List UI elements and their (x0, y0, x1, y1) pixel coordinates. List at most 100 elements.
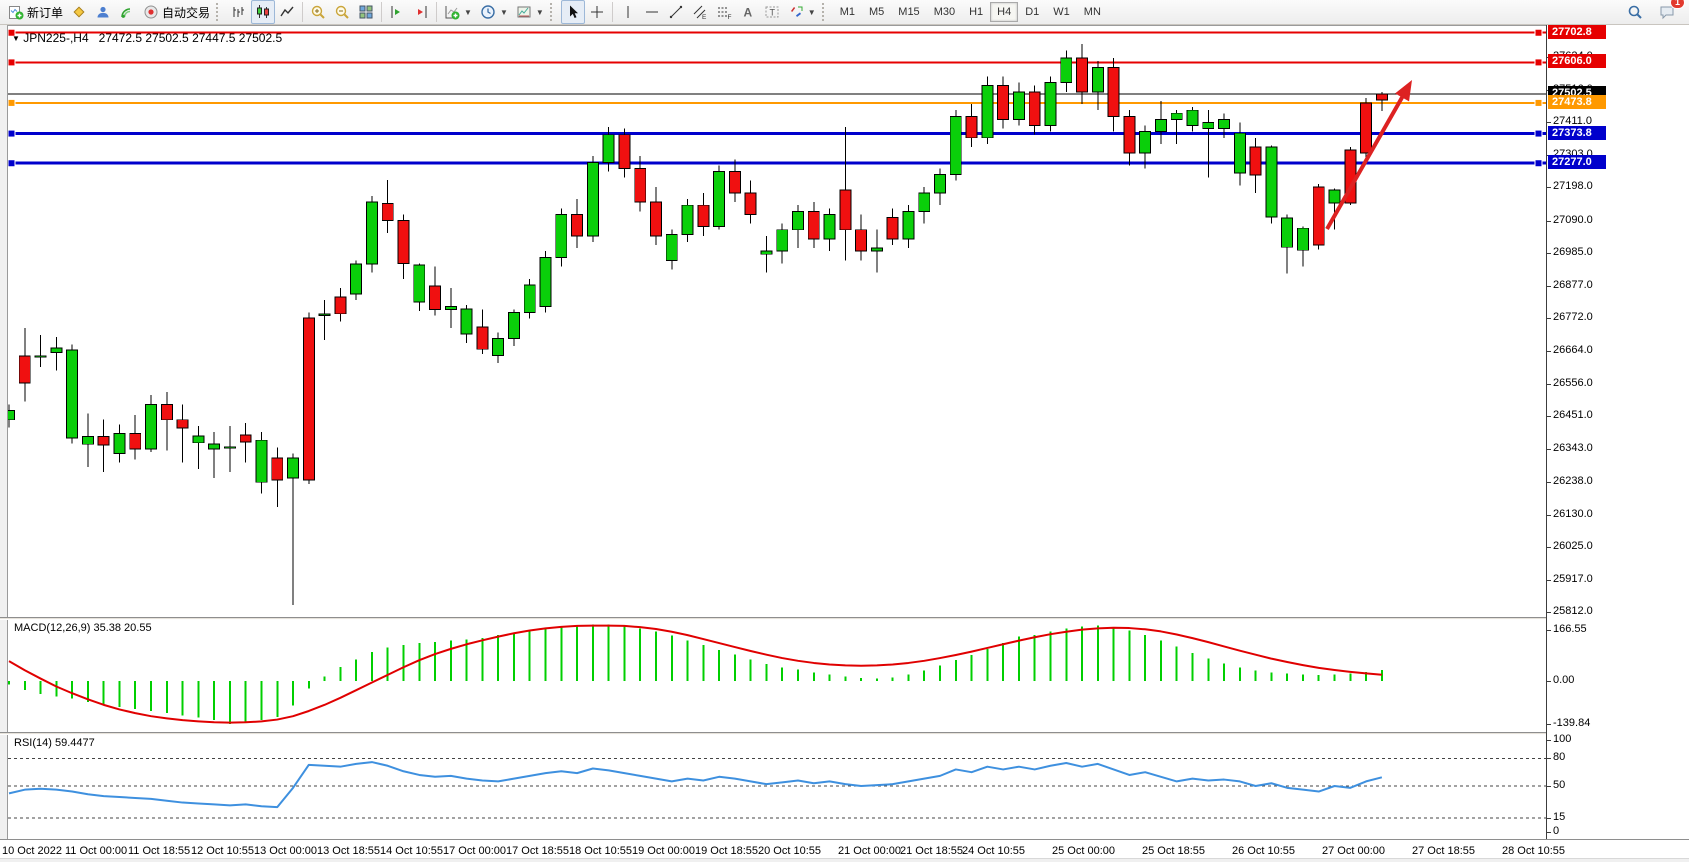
label-button[interactable]: T (760, 0, 784, 24)
pane-separator[interactable] (0, 732, 1689, 735)
candle-30 (476, 309, 489, 354)
period-button[interactable]: ▼ (476, 0, 512, 24)
label-icon: T (764, 4, 780, 20)
timeframe-mn-button[interactable]: MN (1083, 6, 1101, 18)
new-order-icon (8, 4, 24, 20)
timeframe-w1-button[interactable]: W1 (1053, 6, 1070, 18)
candle-31 (492, 332, 505, 364)
candle-62 (981, 76, 994, 144)
bar-chart-button[interactable] (227, 0, 251, 24)
auto-scroll-button[interactable] (409, 0, 433, 24)
template-button[interactable]: ▼ (512, 0, 548, 24)
channel-button[interactable]: E (688, 0, 712, 24)
chevron-down-icon[interactable]: ▼ (535, 7, 544, 17)
candle-70 (1107, 58, 1120, 132)
price-badge-27277.0: 27277.0 (1548, 155, 1606, 170)
line-handle[interactable] (8, 129, 16, 138)
toolbar-separator (381, 2, 383, 22)
line-chart-button[interactable] (275, 0, 299, 24)
add-indicator-icon (444, 4, 460, 20)
period-icon (480, 4, 496, 20)
toolbar: 新订单 自动交易 ▼ ▼ ▼ E F A T ▼ M1 M5 M15 M30 H1 H4 D1 W1 MN 1 (0, 0, 1689, 25)
signals-button[interactable] (115, 0, 139, 24)
timeframe-m1-button[interactable]: M1 (839, 6, 855, 18)
cursor-button[interactable] (560, 0, 585, 24)
trendline-icon (668, 4, 684, 20)
price-axis[interactable]: 27624.027516.027411.027303.027198.027090… (1546, 24, 1689, 839)
autotrading-button[interactable]: 自动交易 (139, 0, 214, 24)
macd-tick: 0.00 (1553, 674, 1575, 686)
profiles-button[interactable] (67, 0, 91, 24)
zoom-out-button[interactable] (330, 0, 354, 24)
arrows-button[interactable]: ▼ (784, 0, 820, 24)
tick-mark (1547, 481, 1551, 483)
horizontal-line-button[interactable] (640, 0, 664, 24)
trend-arrow[interactable] (1325, 92, 1406, 230)
timeframe-h4-button[interactable]: H4 (990, 2, 1019, 22)
candle-66 (1044, 76, 1057, 132)
candle-79 (1249, 137, 1262, 193)
vertical-line-button[interactable] (616, 0, 640, 24)
rsi-pane[interactable] (8, 735, 1546, 839)
toolbar-separator (436, 2, 438, 22)
tile-windows-button[interactable] (354, 0, 378, 24)
chevron-down-icon[interactable]: ▼ (499, 7, 508, 17)
candlestick-chart-button[interactable] (251, 0, 276, 24)
chart-menu-icon[interactable]: ▼ (12, 34, 20, 43)
timeframe-m5-button[interactable]: M5 (869, 6, 885, 18)
trend-arrow-head[interactable] (1395, 80, 1412, 102)
macd-tick: -139.84 (1553, 716, 1591, 729)
line-handle[interactable] (1534, 159, 1543, 168)
tick-mark (1547, 630, 1551, 632)
macd-pane[interactable] (8, 620, 1546, 732)
fibonacci-icon: F (716, 4, 732, 20)
candle-78 (1233, 122, 1246, 186)
main-chart-pane[interactable] (8, 26, 1546, 617)
arrows-icon (788, 4, 804, 20)
chevron-down-icon[interactable]: ▼ (464, 7, 472, 17)
line-handle[interactable] (1534, 58, 1543, 67)
timeframe-d1-button[interactable]: D1 (1025, 6, 1040, 18)
autoscroll-icon (413, 4, 429, 20)
line-chart-icon (279, 4, 295, 20)
candle-64 (1012, 82, 1025, 126)
candle-54 (855, 214, 868, 261)
autotrading-button-label: 自动交易 (162, 5, 211, 20)
text-button[interactable]: A (736, 0, 760, 24)
tick-mark (1547, 285, 1551, 287)
community-button[interactable] (91, 0, 115, 24)
search-button[interactable] (1623, 0, 1647, 24)
chevron-down-icon[interactable]: ▼ (807, 7, 816, 17)
line-handle[interactable] (8, 98, 16, 107)
timeframe-m30-button[interactable]: M30 (933, 6, 956, 18)
timeframe-m15-button[interactable]: M15 (898, 6, 920, 18)
candle-27 (429, 266, 442, 316)
line-handle[interactable] (1534, 98, 1543, 107)
candle-67 (1060, 50, 1073, 92)
tick-mark (1547, 122, 1551, 124)
timeframe-h1-button[interactable]: H1 (969, 6, 984, 18)
add-indicator-button[interactable]: ▼ (440, 0, 476, 24)
time-axis[interactable]: 10 Oct 2022 11 Oct 00:00 11 Oct 18:55 12 Oc… (0, 841, 1689, 862)
time-label: 20 Oct 10:55 (758, 845, 821, 857)
line-handle[interactable] (1534, 129, 1543, 138)
line-handle[interactable] (8, 159, 16, 168)
trendline-button[interactable] (664, 0, 688, 24)
candle-56 (886, 208, 899, 246)
rsi-line (8, 761, 1383, 809)
tick-mark (1547, 786, 1551, 787)
price-tick: 26664.0 (1553, 344, 1593, 357)
time-label: 19 Oct 00:00 (632, 845, 695, 857)
time-label: 17 Oct 18:55 (506, 845, 569, 857)
notifications-button[interactable]: 1 (1655, 0, 1685, 24)
fibonacci-button[interactable]: F (712, 0, 736, 24)
crosshair-icon (589, 4, 605, 20)
chart-shift-button[interactable] (385, 0, 409, 24)
zoom-in-button[interactable] (306, 0, 330, 24)
line-handle[interactable] (8, 28, 16, 37)
crosshair-button[interactable] (585, 0, 609, 24)
pane-separator[interactable] (0, 617, 1689, 620)
new-order-button[interactable]: 新订单 (4, 0, 67, 24)
line-handle[interactable] (1534, 28, 1543, 37)
line-handle[interactable] (8, 58, 16, 67)
